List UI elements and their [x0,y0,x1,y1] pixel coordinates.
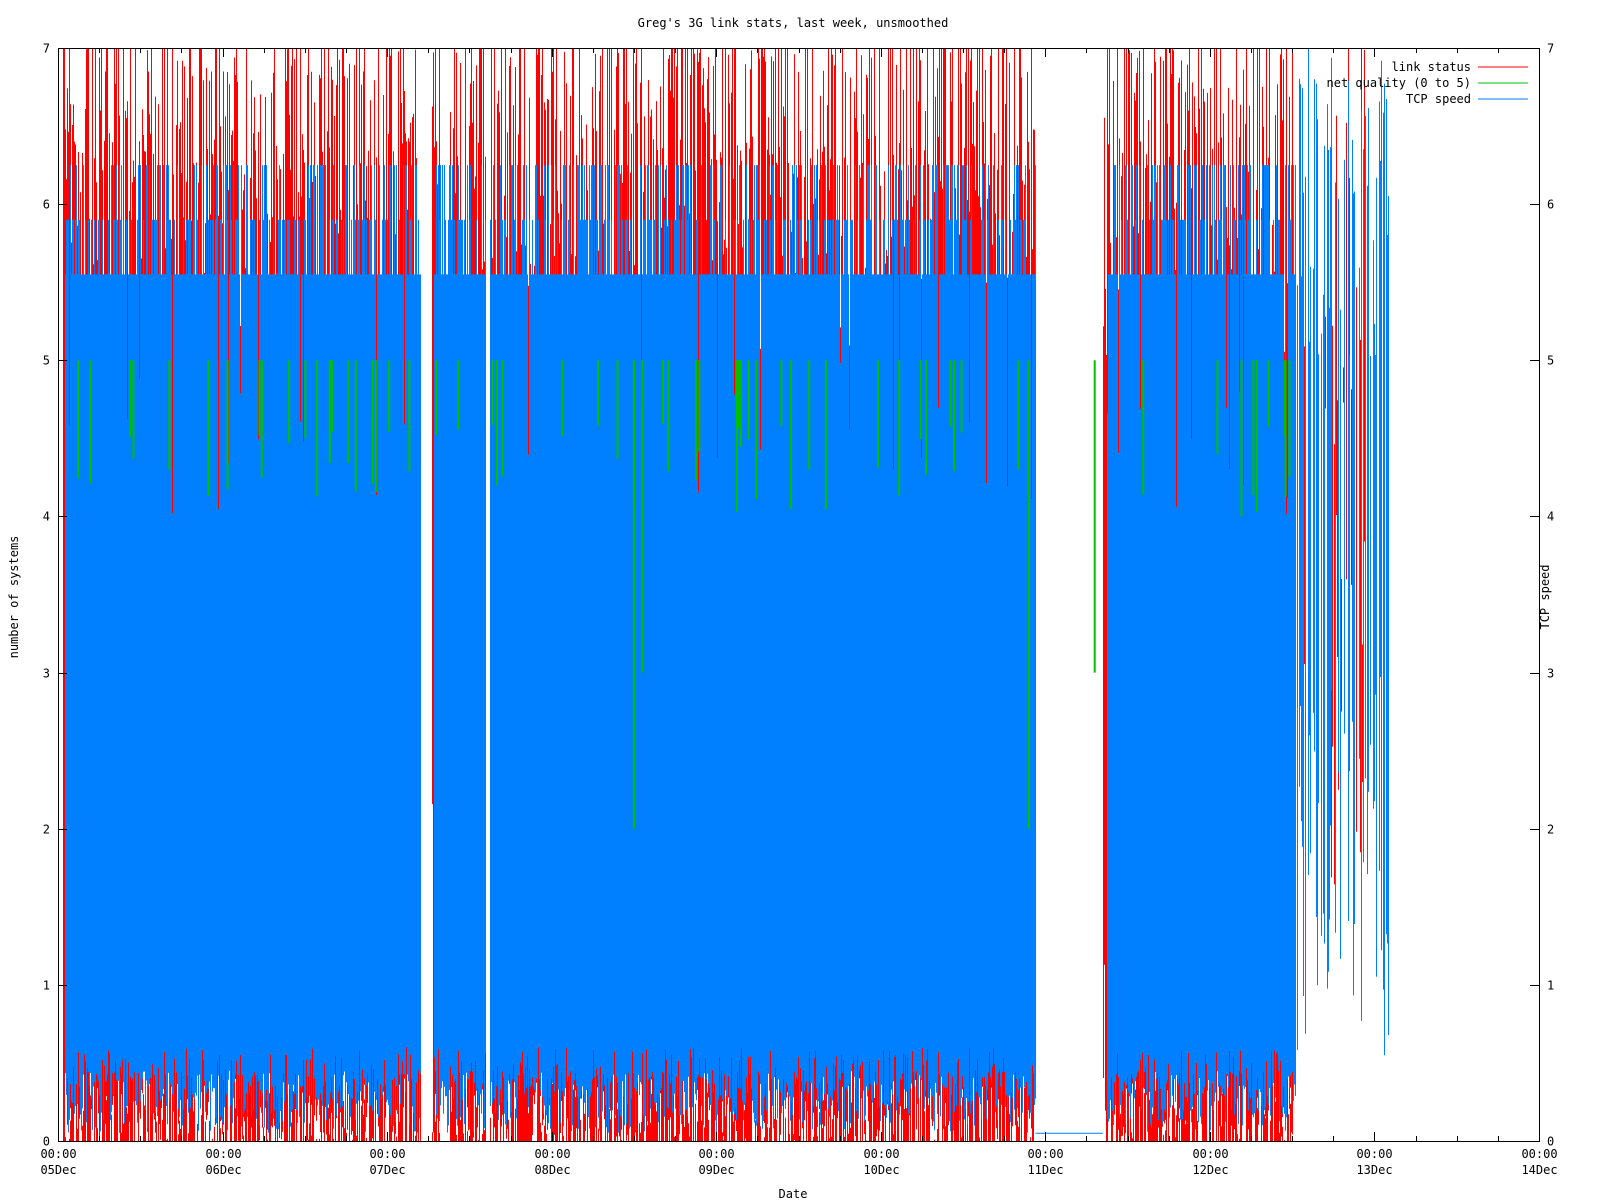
y2-axis-ticks: 0 1 2 3 4 5 6 7 [1530,42,1554,1149]
chart-title: Greg's 3G link stats, last week, unsmoot… [638,16,949,30]
x-axis-ticks: 00:00 05Dec 00:00 06Dec 00:00 07Dec 00:00 08Dec… [40,48,1558,1177]
y2-tick-label: 4 [1547,510,1554,524]
y2-tick-label: 5 [1547,354,1554,368]
x-tick-date: 07Dec [369,1163,405,1177]
legend: link status net quality (0 to 5) TCP speed [1327,60,1528,106]
x-tick-time: 00:00 [1027,1147,1063,1161]
x-tick-date: 11Dec [1027,1163,1063,1177]
x-tick-date: 08Dec [534,1163,570,1177]
x-tick-date: 10Dec [863,1163,899,1177]
legend-item: net quality (0 to 5) [1327,76,1528,90]
y2-tick-label: 6 [1547,198,1554,212]
x-tick-time: 00:00 [40,1147,76,1161]
x-tick-time: 00:00 [698,1147,734,1161]
legend-item: link status [1392,60,1528,74]
y2-tick-label: 2 [1547,823,1554,837]
y2-tick-label: 7 [1547,42,1554,56]
x-tick-time: 00:00 [1192,1147,1228,1161]
y-tick-label: 7 [43,42,50,56]
x-tick-date: 14Dec [1521,1163,1557,1177]
x-tick-time: 00:00 [205,1147,241,1161]
x-tick-date: 13Dec [1356,1163,1392,1177]
y-tick-label: 1 [43,979,50,993]
y2-tick-label: 3 [1547,667,1554,681]
x-tick-date: 12Dec [1192,1163,1228,1177]
x-axis-label: Date [779,1187,808,1200]
legend-label: net quality (0 to 5) [1327,76,1472,90]
x-tick-date: 05Dec [40,1163,76,1177]
x-tick-time: 00:00 [1521,1147,1557,1161]
y-tick-label: 2 [43,823,50,837]
y2-tick-label: 1 [1547,979,1554,993]
y-axis-label: number of systems [7,536,21,659]
x-tick-time: 00:00 [534,1147,570,1161]
y-tick-label: 5 [43,354,50,368]
x-tick-date: 06Dec [205,1163,241,1177]
y2-axis-label: TCP speed [1538,564,1552,629]
legend-label: link status [1392,60,1471,74]
y-tick-label: 4 [43,510,50,524]
legend-item: TCP speed [1406,92,1528,106]
x-tick-time: 00:00 [1356,1147,1392,1161]
series-net-quality [77,360,1291,829]
y-tick-label: 3 [43,667,50,681]
y-tick-label: 6 [43,198,50,212]
x-tick-date: 09Dec [698,1163,734,1177]
x-tick-time: 00:00 [369,1147,405,1161]
series-tcp-speed [65,48,1389,1134]
legend-label: TCP speed [1406,92,1471,106]
series-layer [63,48,1389,1141]
x-tick-time: 00:00 [863,1147,899,1161]
series-link-status-low [63,1047,1291,1141]
y-axis-ticks: 0 1 2 3 4 5 6 7 [43,42,67,1149]
y-tick-label: 0 [43,1135,50,1149]
y2-tick-label: 0 [1547,1135,1554,1149]
